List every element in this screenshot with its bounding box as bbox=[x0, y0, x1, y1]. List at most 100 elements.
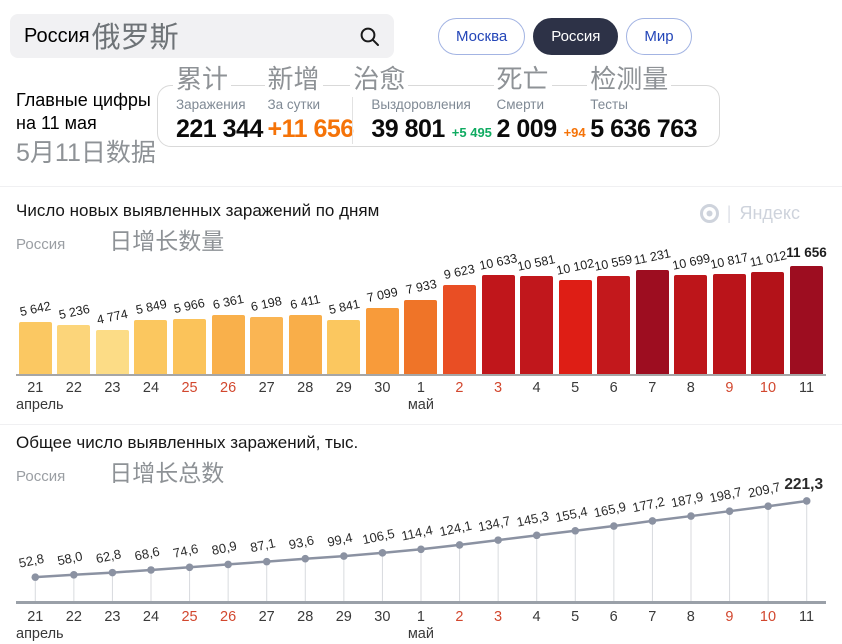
data-point[interactable] bbox=[31, 573, 40, 581]
bar[interactable] bbox=[250, 317, 284, 374]
bar-slot: 10 699 bbox=[671, 246, 711, 374]
stat-label: Заражения bbox=[176, 97, 246, 112]
logo-divider: | bbox=[726, 203, 732, 223]
stat-tests-zh: 检测量 bbox=[587, 64, 672, 95]
bar-chart-x-axis: 21 апрель 22 23 24 25 26 27 28 29 30 1 май 2 3 4 5 6 7 8 9 10… bbox=[16, 379, 826, 415]
data-point[interactable] bbox=[687, 512, 695, 520]
data-point[interactable] bbox=[417, 545, 425, 554]
stat-recovered-zh: 治愈 bbox=[350, 64, 409, 95]
line-chart-subtitle: Россия 日增长总数 bbox=[16, 454, 224, 488]
bar-slot: 5 236 bbox=[55, 246, 94, 374]
axis-day-label: 1 bbox=[416, 380, 425, 396]
bar-value-label: 11 656 bbox=[786, 245, 827, 260]
bar[interactable] bbox=[442, 285, 476, 374]
bar[interactable] bbox=[18, 322, 52, 374]
bar-chart-zh-annotation: 日增长数量 bbox=[109, 228, 225, 254]
total-cases-line-chart: 52,8 58,0 62,8 68,6 74,6 80,9 87,1 93,6 99,4 106,… bbox=[16, 472, 826, 604]
key-figures-box: 累计 Заражения 221 344 新增 За сутки +11 656… bbox=[157, 64, 720, 147]
axis-slot: 27 bbox=[247, 608, 286, 644]
data-point[interactable] bbox=[340, 552, 348, 560]
bar[interactable] bbox=[520, 276, 554, 374]
bar[interactable] bbox=[95, 330, 129, 374]
bar[interactable] bbox=[712, 274, 746, 374]
axis-day-label: 10 bbox=[759, 380, 777, 396]
bar[interactable] bbox=[481, 275, 515, 374]
bar[interactable] bbox=[134, 320, 168, 374]
bar[interactable] bbox=[327, 320, 361, 374]
data-point[interactable] bbox=[147, 566, 155, 574]
bar-slot: 6 361 bbox=[209, 246, 248, 374]
axis-slot: 6 bbox=[594, 608, 633, 644]
data-point[interactable] bbox=[648, 517, 657, 525]
data-point[interactable] bbox=[802, 497, 811, 505]
bar[interactable] bbox=[790, 266, 824, 374]
axis-day-label: 28 bbox=[297, 380, 314, 396]
axis-day-label: 25 bbox=[181, 380, 198, 396]
point-value-label: 198,7 bbox=[708, 484, 743, 505]
yandex-logo-icon bbox=[699, 204, 719, 223]
axis-slot: 26 bbox=[209, 608, 248, 644]
data-point[interactable] bbox=[224, 560, 232, 569]
point-value-label: 93,6 bbox=[287, 532, 315, 552]
bar[interactable] bbox=[173, 319, 207, 374]
bar[interactable] bbox=[365, 308, 399, 374]
bar-slot: 10 102 bbox=[555, 246, 595, 374]
data-point[interactable] bbox=[185, 563, 194, 572]
tab-world[interactable]: Мир bbox=[626, 18, 692, 55]
axis-day-label: 22 bbox=[65, 380, 82, 396]
axis-day-label: 24 bbox=[142, 609, 160, 625]
stat-delta: +5 495 bbox=[451, 125, 492, 140]
point-value-label: 145,3 bbox=[515, 508, 550, 529]
axis-day-label: 28 bbox=[297, 609, 314, 625]
axis-slot: 6 bbox=[594, 379, 633, 415]
yandex-logo[interactable]: | Яндекс bbox=[699, 203, 800, 224]
bar[interactable] bbox=[57, 325, 91, 374]
data-point[interactable] bbox=[70, 570, 78, 579]
data-point[interactable] bbox=[610, 522, 618, 530]
search-icon[interactable] bbox=[359, 26, 380, 47]
search-input[interactable]: Россия 俄罗斯 bbox=[10, 14, 394, 58]
data-point[interactable] bbox=[108, 568, 117, 577]
axis-slot: 9 bbox=[710, 379, 749, 415]
point-value-label: 80,9 bbox=[210, 538, 238, 558]
data-point[interactable] bbox=[378, 549, 387, 557]
axis-slot: 23 bbox=[93, 379, 132, 415]
data-point[interactable] bbox=[571, 526, 580, 535]
bar[interactable] bbox=[751, 272, 785, 374]
bar-slot: 5 841 bbox=[325, 246, 364, 374]
bar[interactable] bbox=[597, 276, 631, 374]
bar-slot: 10 817 bbox=[709, 246, 750, 374]
axis-slot: 10 bbox=[749, 608, 788, 644]
axis-day-label: 22 bbox=[65, 609, 82, 625]
daily-cases-bar-chart: 5 642 5 236 4 774 5 849 5 966 6 361 6 198 6 411… bbox=[16, 245, 827, 376]
heading-line-1: Главные цифры bbox=[16, 90, 151, 110]
bar[interactable] bbox=[635, 270, 669, 374]
data-point[interactable] bbox=[301, 554, 310, 563]
data-point[interactable] bbox=[262, 557, 271, 566]
axis-day-label: 21 bbox=[27, 380, 44, 396]
data-point[interactable] bbox=[532, 531, 541, 540]
axis-day-label: 11 bbox=[799, 380, 815, 396]
point-value-label: 165,9 bbox=[592, 499, 627, 520]
bar-chart-region: Россия bbox=[16, 236, 66, 253]
axis-day-label: 6 bbox=[609, 609, 618, 625]
axis-slot: 2 bbox=[440, 379, 479, 415]
bar[interactable] bbox=[558, 280, 592, 374]
axis-slot: 11 bbox=[787, 379, 826, 415]
bar[interactable] bbox=[674, 275, 708, 374]
bar-slot: 7 933 bbox=[402, 246, 441, 374]
axis-slot: 25 bbox=[170, 608, 209, 644]
bar[interactable] bbox=[288, 315, 322, 374]
data-point[interactable] bbox=[725, 507, 734, 515]
axis-slot: 23 bbox=[93, 608, 132, 644]
axis-slot: 24 bbox=[132, 379, 171, 415]
axis-day-label: 25 bbox=[181, 609, 198, 625]
data-point[interactable] bbox=[494, 536, 502, 544]
data-point[interactable] bbox=[455, 541, 464, 549]
data-point[interactable] bbox=[764, 502, 772, 511]
tab-moscow[interactable]: Москва bbox=[438, 18, 526, 55]
tab-russia[interactable]: Россия bbox=[533, 18, 619, 55]
axis-slot: 30 bbox=[363, 379, 402, 415]
bar[interactable] bbox=[211, 315, 245, 374]
bar[interactable] bbox=[404, 300, 438, 374]
